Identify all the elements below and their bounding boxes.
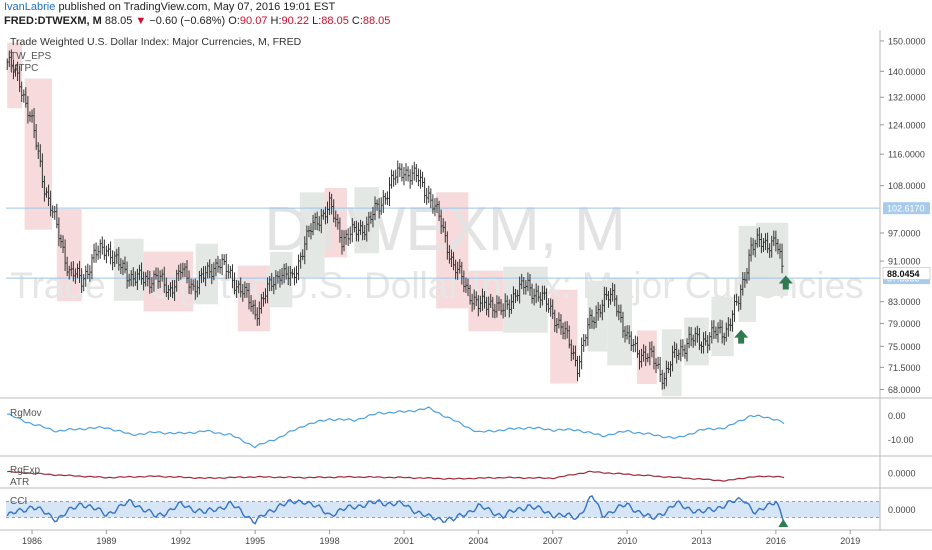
price-chart[interactable]: DTWEXM, M Trade Weighted U.S. Dollar Ind… [0, 30, 932, 550]
indicator-panels [6, 406, 880, 527]
indicator-tw-eps: TW_EPS [10, 51, 51, 62]
price-bars [6, 49, 784, 390]
zone-bearish [550, 289, 578, 384]
zone-bullish [270, 251, 293, 308]
quote-line: FRED:DTWEXM, M 88.05 ▼ −0.60 (−0.68%) O:… [4, 15, 390, 27]
x-tick-label: 2013 [691, 536, 711, 546]
zone-bullish [684, 317, 709, 366]
time-axis[interactable]: 1986 1989 1992 1995 1998 2001 2004 2007 2010 2013… [22, 530, 860, 546]
cci-line [6, 494, 785, 525]
zone-bullish [607, 277, 633, 366]
watermark: DTWEXM, M Trade Weighted U.S. Dollar Ind… [10, 195, 863, 306]
price-axis[interactable]: 150.0000 140.0000 132.0000 124.0000 116.0000… [880, 36, 931, 515]
chart-labels: Trade Weighted U.S. Dollar Index: Major … [10, 36, 302, 507]
x-tick-label: 2004 [468, 536, 488, 546]
x-tick-label: 1998 [320, 536, 340, 546]
open-value: 90.07 [239, 15, 268, 27]
y-tick-label: 75.0000 [888, 342, 921, 352]
y-tick-label: 140.0000 [888, 67, 926, 77]
y-tick-label: 68.0000 [888, 385, 921, 395]
zone-bullish [299, 192, 325, 278]
watermark-name: Trade Weighted U.S. Dollar Index: Major … [10, 265, 863, 306]
x-tick-label: 1986 [22, 536, 42, 546]
cci-marker-icon [778, 519, 789, 527]
rgmov-tick-label: 0.00 [888, 411, 906, 421]
hline-price-label: 102.6170 [887, 204, 925, 214]
x-tick-label: 2019 [840, 536, 860, 546]
rgmov-line [7, 406, 785, 449]
chart-title: Trade Weighted U.S. Dollar Index: Major … [10, 36, 302, 48]
y-tick-label: 116.0000 [888, 150, 925, 160]
zone-bullish [587, 280, 608, 352]
down-arrow-icon: ▼ [135, 15, 147, 27]
cci-tick-label: 0.0000 [888, 505, 916, 515]
atr-label: ATR [10, 477, 29, 488]
high-label: H: [270, 15, 282, 27]
author-link[interactable]: IvanLabrie [4, 1, 56, 13]
high-value: 90.22 [281, 15, 310, 27]
y-tick-label: 79.0000 [888, 319, 921, 329]
current-price-label: 88.0454 [887, 269, 920, 279]
rgexp-tick-label: 0.0000 [888, 469, 916, 479]
cci-label: CCI [10, 496, 27, 507]
cci-band [6, 501, 880, 518]
x-tick-label: 2016 [766, 536, 786, 546]
rgmov-tick-label: -10.00 [888, 435, 914, 445]
zone-bullish [195, 243, 218, 305]
last-price: 88.05 [104, 15, 133, 27]
zone-bearish [56, 209, 82, 302]
rgexp-line [7, 470, 785, 482]
low-label: L: [312, 15, 322, 27]
y-tick-label: 97.0000 [888, 228, 921, 238]
y-tick-label: 71.5000 [888, 363, 921, 373]
x-tick-label: 1992 [171, 536, 191, 546]
current-price-tag [882, 267, 931, 280]
open-label: O: [228, 15, 240, 27]
x-tick-label: 2001 [394, 536, 414, 546]
y-tick-label: 83.0000 [888, 297, 921, 307]
low-value: 88.05 [321, 15, 349, 27]
y-tick-label: 150.0000 [888, 36, 926, 46]
publish-line: IvanLabrie published on TradingView.com,… [4, 1, 335, 13]
price-change: −0.60 (−0.68%) [149, 15, 226, 27]
publish-info: published on TradingView.com, May 07, 20… [58, 1, 336, 13]
x-tick-label: 2010 [617, 536, 637, 546]
buy-arrow-icon [734, 329, 749, 344]
chart-header: IvanLabrie published on TradingView.com,… [0, 0, 932, 28]
x-tick-label: 2007 [543, 536, 563, 546]
x-tick-label: 1995 [245, 536, 265, 546]
symbol-label[interactable]: FRED:DTWEXM, M [4, 15, 102, 27]
buy-arrow-icon [778, 275, 793, 290]
chart-frame [0, 30, 932, 531]
hline-price-tag [883, 202, 930, 215]
y-tick-label: 132.0000 [888, 93, 926, 103]
close-label: C: [351, 15, 363, 27]
rgmov-label: RgMov [10, 408, 42, 419]
signal-arrows [734, 275, 793, 344]
x-tick-label: 1989 [96, 536, 116, 546]
y-tick-label: 108.0000 [888, 181, 926, 191]
indicator-mtpc: MTPC [10, 63, 38, 74]
close-value: 88.05 [362, 15, 391, 27]
y-tick-label: 124.0000 [888, 120, 926, 130]
y-tick-label: 91.0000 [888, 257, 921, 267]
rgexp-label: RgExp [10, 465, 40, 476]
